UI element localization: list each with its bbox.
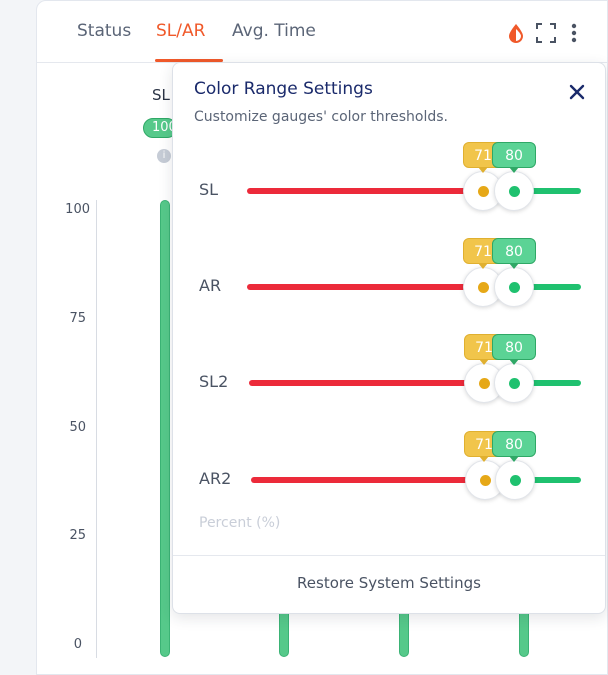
- unit-note: Percent (%): [199, 515, 281, 531]
- low-threshold-handle[interactable]: [463, 267, 503, 307]
- slider-row-sl: SL 71 80: [173, 142, 605, 212]
- close-icon[interactable]: [565, 80, 589, 104]
- track-red-segment: [247, 188, 469, 194]
- slider-row-sl2: SL2 71 80: [173, 334, 605, 404]
- color-range-settings-popover: Color Range Settings Customize gauges' c…: [172, 62, 606, 614]
- high-threshold-value: 80: [492, 431, 536, 462]
- slider-label: AR2: [199, 469, 232, 488]
- track-green-segment: [503, 380, 581, 386]
- high-threshold-value: 80: [492, 334, 536, 365]
- tab-sl-ar[interactable]: SL/AR: [156, 21, 206, 41]
- tab-avg-time[interactable]: Avg. Time: [232, 21, 316, 41]
- slider-label: AR: [199, 276, 222, 295]
- popover-title: Color Range Settings: [194, 79, 373, 99]
- slider-label: SL2: [199, 372, 229, 391]
- high-threshold-handle[interactable]: [495, 460, 535, 500]
- active-tab-indicator: [155, 59, 223, 62]
- popover-subtitle: Customize gauges' color thresholds.: [194, 109, 448, 125]
- slider-label: SL: [199, 180, 219, 199]
- track-green-segment: [503, 284, 581, 290]
- track-green-segment: [503, 477, 581, 483]
- drop-icon[interactable]: [506, 22, 526, 48]
- tab-status[interactable]: Status: [77, 21, 132, 41]
- track-green-segment: [503, 188, 581, 194]
- popover-divider: [173, 555, 605, 556]
- high-threshold-value: 80: [492, 142, 536, 173]
- track-red-segment: [249, 380, 469, 386]
- fullscreen-icon[interactable]: [535, 22, 557, 48]
- restore-system-settings-button[interactable]: Restore System Settings: [297, 574, 481, 592]
- track-red-segment: [251, 477, 469, 483]
- more-vertical-icon[interactable]: [569, 22, 579, 48]
- high-threshold-value: 80: [492, 238, 536, 269]
- track-red-segment: [247, 284, 469, 290]
- slider-row-ar: AR 71 80: [173, 238, 605, 308]
- low-threshold-handle[interactable]: [463, 171, 503, 211]
- high-threshold-handle[interactable]: [494, 267, 534, 307]
- slider-row-ar2: AR2 71 80: [173, 431, 605, 501]
- high-threshold-handle[interactable]: [494, 363, 534, 403]
- high-threshold-handle[interactable]: [494, 171, 534, 211]
- tab-bar: Status SL/AR Avg. Time: [37, 1, 607, 63]
